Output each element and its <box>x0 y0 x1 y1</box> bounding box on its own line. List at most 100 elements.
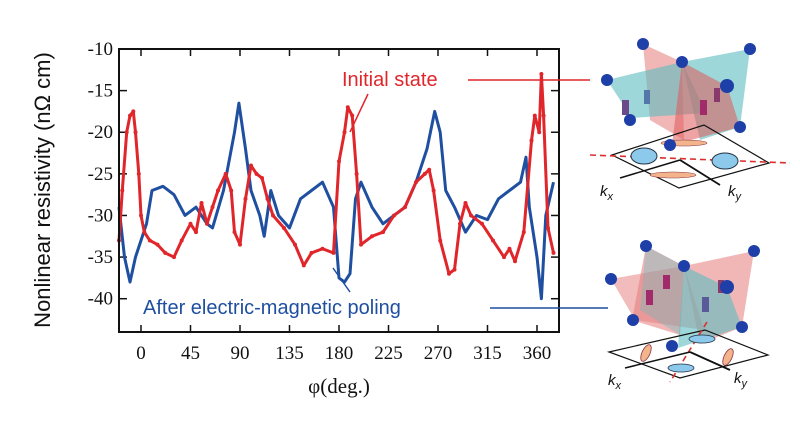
data-point <box>232 230 237 235</box>
data-point <box>172 255 176 260</box>
data-point <box>502 255 506 260</box>
data-point <box>136 171 141 176</box>
data-point <box>469 213 473 218</box>
y-tick-label: -30 <box>88 205 113 226</box>
data-point <box>392 213 396 218</box>
data-point <box>381 230 385 235</box>
kx-label: kx <box>608 372 622 392</box>
data-point <box>539 71 544 76</box>
data-point <box>260 176 264 181</box>
data-point <box>354 171 359 176</box>
data-point <box>243 196 248 201</box>
x-tick-label: 180 <box>325 343 354 364</box>
series-line-after-poling <box>117 101 555 301</box>
data-point <box>546 225 550 230</box>
data-point <box>342 130 347 135</box>
data-point <box>320 246 325 251</box>
data-point <box>513 259 517 264</box>
y-tick-label: -40 <box>88 289 113 310</box>
data-point <box>142 230 147 235</box>
data-point <box>265 196 270 201</box>
data-point <box>163 250 168 255</box>
data-point <box>427 167 432 172</box>
data-point <box>447 271 451 276</box>
annotation-initial-state: Initial state <box>342 69 438 91</box>
data-point <box>414 180 418 185</box>
data-point <box>345 105 350 110</box>
data-point <box>301 263 306 268</box>
x-tick-label: 135 <box>275 343 304 364</box>
y-axis-label: Nonlinear resistivity (nΩ cm) <box>30 52 55 328</box>
data-point <box>128 113 132 118</box>
data-point <box>205 221 209 226</box>
data-point <box>293 242 297 247</box>
data-point <box>199 200 204 205</box>
data-point <box>216 188 220 193</box>
y-tick-label: -20 <box>88 122 113 143</box>
crystal-diagram-initial: kx ky <box>589 38 791 203</box>
annotation-pointer-initial <box>349 93 369 133</box>
data-point <box>403 205 407 210</box>
x-tick-label: 360 <box>523 343 552 364</box>
data-point <box>480 221 484 226</box>
data-point <box>124 130 129 135</box>
data-point <box>194 230 198 235</box>
data-point <box>452 267 457 272</box>
y-tick-label: -15 <box>88 81 113 102</box>
crystal-diagram-poled: kx ky <box>605 240 770 392</box>
data-point <box>507 246 512 251</box>
y-tick-label: -35 <box>88 247 113 268</box>
data-point <box>491 238 495 243</box>
data-point <box>238 242 242 247</box>
data-point <box>139 213 143 218</box>
data-point <box>147 238 152 243</box>
data-point <box>529 138 534 143</box>
ky-label: ky <box>728 183 743 203</box>
x-tick-label: 90 <box>231 343 250 364</box>
data-point <box>331 250 336 255</box>
chart-axes: 0 45 90 135 180 225 270 315 360 -10 -15 -20 -25 -30 -3… <box>88 39 559 364</box>
x-tick-label: 225 <box>374 343 403 364</box>
y-tick-label: -25 <box>88 164 113 185</box>
data-point <box>541 113 546 118</box>
data-point <box>537 130 542 135</box>
x-tick-label: 45 <box>181 343 200 364</box>
x-tick-label: 0 <box>136 343 146 364</box>
data-point <box>532 113 537 118</box>
data-point <box>521 230 526 235</box>
data-point <box>179 238 184 243</box>
annotation-pointer-after <box>332 267 351 293</box>
data-point <box>309 250 314 255</box>
kx-label: kx <box>600 183 614 203</box>
data-point <box>271 213 275 218</box>
data-point <box>438 238 443 243</box>
x-tick-label: 315 <box>473 343 502 364</box>
data-point <box>551 250 556 255</box>
data-point <box>359 242 363 247</box>
y-tick-label: -10 <box>88 39 113 60</box>
data-point <box>210 205 215 210</box>
x-axis-label: φ(deg.) <box>308 374 370 398</box>
data-point <box>458 221 462 226</box>
data-point <box>188 221 193 226</box>
data-point <box>337 159 341 164</box>
data-point <box>350 113 355 118</box>
dashed-arrow-icon <box>589 154 791 164</box>
data-point <box>463 200 468 205</box>
ky-label: ky <box>734 370 749 390</box>
chart-series <box>117 71 556 301</box>
x-tick-label: 270 <box>424 343 453 364</box>
data-point <box>155 242 160 247</box>
data-point <box>131 109 136 114</box>
data-point <box>229 188 234 193</box>
data-point <box>431 188 436 193</box>
data-point <box>249 163 253 168</box>
annotation-after-poling: After electric-magnetic poling <box>143 297 401 319</box>
data-point <box>422 171 427 176</box>
data-point <box>133 130 138 135</box>
data-point <box>254 171 259 176</box>
data-point <box>370 234 374 239</box>
data-point <box>282 225 286 230</box>
data-point <box>223 171 228 176</box>
